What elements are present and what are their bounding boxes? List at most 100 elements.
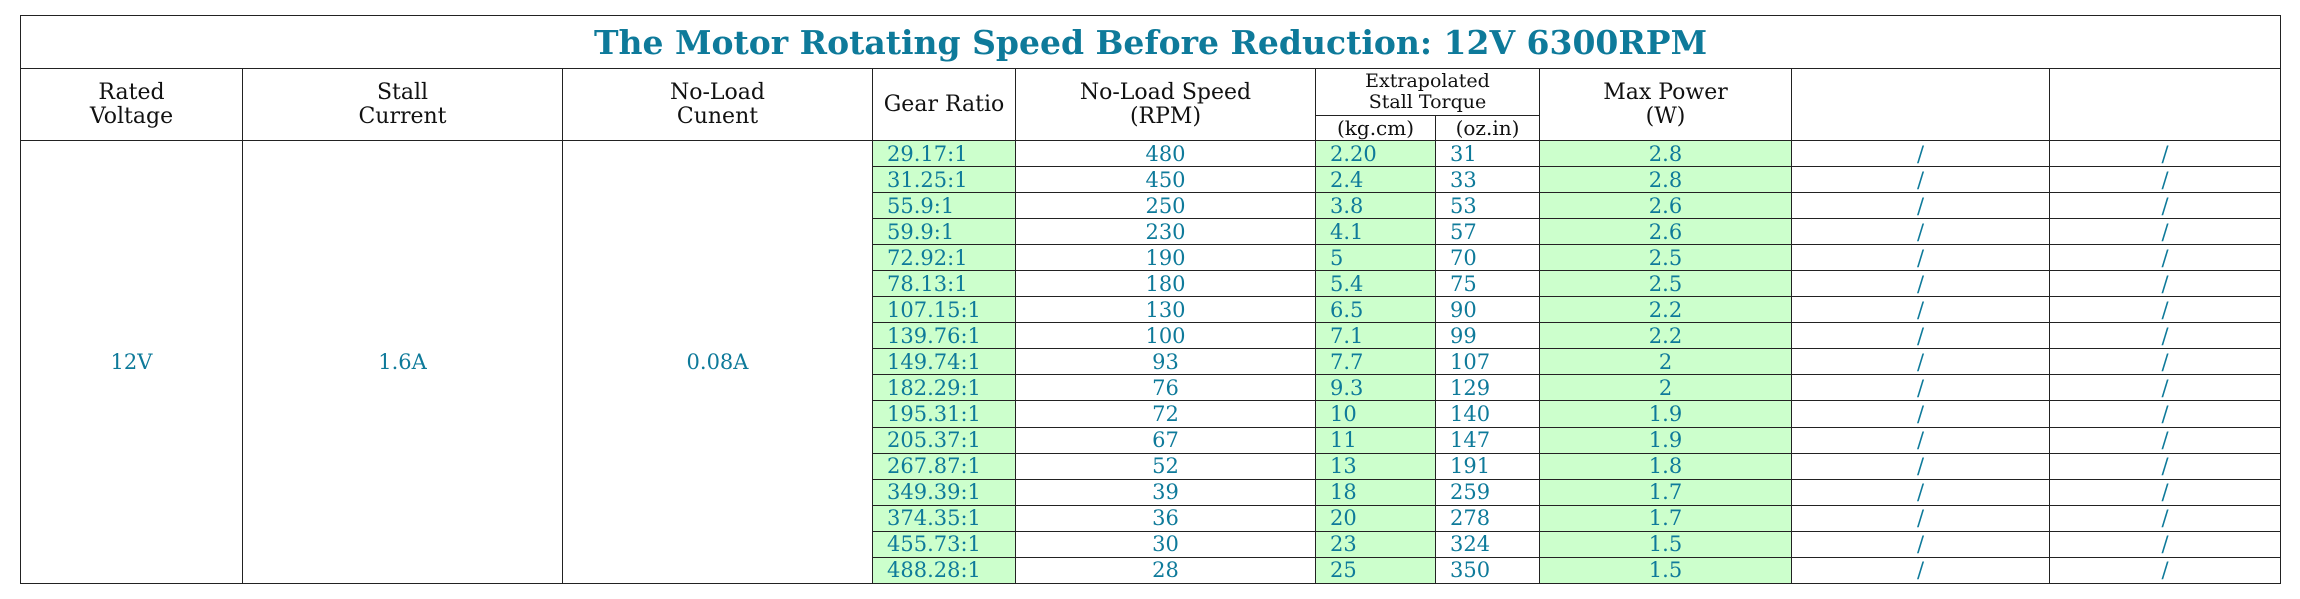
max-power-cell: 2.8 <box>1539 166 1792 194</box>
extra-1-cell: / <box>1791 270 2050 298</box>
torque-kgcm-cell: 23 <box>1315 530 1436 558</box>
torque-ozin-cell: 90 <box>1435 296 1540 324</box>
header-extra-2 <box>2048 68 2282 141</box>
torque-ozin-cell: 31 <box>1435 139 1540 168</box>
table-row: 182.29:1 76 9.3 129 2// <box>21 374 2282 402</box>
table-row: 488.28:1 28 25 350 1.5// <box>21 556 2282 585</box>
table-row: 107.15:1 130 6.5 90 2.2// <box>21 296 2282 324</box>
table-row: 195.31:1 72 10 140 1.9// <box>21 400 2282 428</box>
no-load-speed-cell: 450 <box>1015 166 1316 194</box>
extra-1-cell: / <box>1791 478 2050 506</box>
torque-ozin-cell: 129 <box>1435 374 1540 402</box>
max-power-cell: 2.6 <box>1539 192 1792 220</box>
table-row: 12V 1.6A 0.08A 29.17:1 480 2.20 31 2.8// <box>20 139 2282 584</box>
max-power-cell: 2 <box>1539 374 1792 402</box>
max-power-cell: 1.7 <box>1539 504 1792 532</box>
extra-1-cell: / <box>1791 348 2050 376</box>
torque-ozin-cell: 259 <box>1435 478 1540 506</box>
extra-2-cell: / <box>2048 478 2282 506</box>
no-load-speed-cell: 480 <box>1015 139 1316 168</box>
torque-kgcm-cell: 2.20 <box>1315 139 1436 168</box>
extra-1-cell: / <box>1791 166 2050 194</box>
torque-ozin-cell: 191 <box>1435 452 1540 480</box>
extra-1-cell: / <box>1791 400 2050 428</box>
torque-kgcm-cell: 11 <box>1315 426 1436 454</box>
no-load-speed-cell: 190 <box>1015 244 1316 272</box>
no-load-speed-cell: 52 <box>1015 452 1316 480</box>
extra-2-cell: / <box>2048 139 2282 168</box>
extra-1-cell: / <box>1791 322 2050 350</box>
extra-2-cell: / <box>2048 530 2282 558</box>
max-power-cell: 2.2 <box>1539 322 1792 350</box>
no-load-speed-cell: 180 <box>1015 270 1316 298</box>
no-load-speed-cell: 93 <box>1015 348 1316 376</box>
extra-1-cell: / <box>1791 192 2050 220</box>
max-power-cell: 2.2 <box>1539 296 1792 324</box>
max-power-cell: 2 <box>1539 348 1792 376</box>
header-gear-ratio: Gear Ratio <box>872 68 1016 141</box>
max-power-cell: 1.9 <box>1539 400 1792 428</box>
no-load-current-value: 0.08A <box>562 140 873 584</box>
extra-1-cell: / <box>1791 504 2050 532</box>
extra-2-cell: / <box>2048 348 2282 376</box>
no-load-speed-cell: 76 <box>1015 374 1316 402</box>
torque-ozin-cell: 53 <box>1435 192 1540 220</box>
table-row: 55.9:1 250 3.8 53 2.6// <box>21 192 2282 220</box>
gear-ratio-cell: 139.76:1 <box>872 322 1016 350</box>
extra-1-cell: / <box>1791 139 2050 168</box>
torque-kgcm-cell: 7.1 <box>1315 322 1436 350</box>
header-extra-1 <box>1791 68 2050 141</box>
torque-kgcm-cell: 20 <box>1315 504 1436 532</box>
gear-ratio-cell: 182.29:1 <box>872 374 1016 402</box>
table-body: 12V 1.6A 0.08A 29.17:1 480 2.20 31 2.8//31.25:1… <box>20 139 2282 585</box>
gear-ratio-cell: 72.92:1 <box>872 244 1016 272</box>
header-stall-torque-line1: Extrapolated <box>1365 70 1490 92</box>
header-no-load-speed-line1: No-Load Speed <box>1079 79 1252 105</box>
header-max-power: Max Power (W) <box>1539 68 1792 141</box>
header-max-power-line1: Max Power <box>1603 79 1728 105</box>
header-stall-current-line1: Stall <box>376 79 429 105</box>
extra-1-cell: / <box>1791 244 2050 272</box>
header-stall-current-line2: Current <box>358 103 447 129</box>
torque-kgcm-cell: 3.8 <box>1315 192 1436 220</box>
no-load-speed-cell: 36 <box>1015 504 1316 532</box>
max-power-cell: 1.9 <box>1539 426 1792 454</box>
no-load-speed-cell: 250 <box>1015 192 1316 220</box>
extra-2-cell: / <box>2048 244 2282 272</box>
max-power-cell: 1.5 <box>1539 530 1792 558</box>
table-row: 78.13:1 180 5.4 75 2.5// <box>21 270 2282 298</box>
extra-2-cell: / <box>2048 166 2282 194</box>
no-load-speed-cell: 28 <box>1015 556 1316 585</box>
extra-1-cell: / <box>1791 452 2050 480</box>
no-load-speed-cell: 67 <box>1015 426 1316 454</box>
table-row: 267.87:1 52 13 191 1.8// <box>21 452 2282 480</box>
extra-2-cell: / <box>2048 374 2282 402</box>
gear-ratio-cell: 349.39:1 <box>872 478 1016 506</box>
torque-kgcm-cell: 9.3 <box>1315 374 1436 402</box>
max-power-cell: 1.8 <box>1539 452 1792 480</box>
gear-ratio-cell: 267.87:1 <box>872 452 1016 480</box>
gear-ratio-cell: 455.73:1 <box>872 530 1016 558</box>
torque-ozin-cell: 140 <box>1435 400 1540 428</box>
max-power-cell: 2.8 <box>1539 139 1792 168</box>
torque-ozin-cell: 57 <box>1435 218 1540 246</box>
header-max-power-line2: (W) <box>1645 103 1686 129</box>
table-row: 72.92:1 190 5 70 2.5// <box>21 244 2282 272</box>
header-rated-voltage-line2: Voltage <box>89 103 174 129</box>
header-no-load-current-line1: No-Load <box>670 79 765 105</box>
extra-1-cell: / <box>1791 530 2050 558</box>
torque-kgcm-cell: 25 <box>1315 556 1436 585</box>
header-unit-ozin: (oz.in) <box>1435 115 1540 141</box>
table-row: 455.73:1 30 23 324 1.5// <box>21 530 2282 558</box>
torque-kgcm-cell: 6.5 <box>1315 296 1436 324</box>
motor-spec-table: The Motor Rotating Speed Before Reductio… <box>19 15 2282 585</box>
torque-kgcm-cell: 2.4 <box>1315 166 1436 194</box>
extra-2-cell: / <box>2048 270 2282 298</box>
max-power-cell: 1.5 <box>1539 556 1792 585</box>
table-title: The Motor Rotating Speed Before Reductio… <box>19 15 2282 69</box>
extra-2-cell: / <box>2048 218 2282 246</box>
gear-ratio-cell: 195.31:1 <box>872 400 1016 428</box>
extra-2-cell: / <box>2048 452 2282 480</box>
extra-2-cell: / <box>2048 322 2282 350</box>
torque-kgcm-cell: 10 <box>1315 400 1436 428</box>
